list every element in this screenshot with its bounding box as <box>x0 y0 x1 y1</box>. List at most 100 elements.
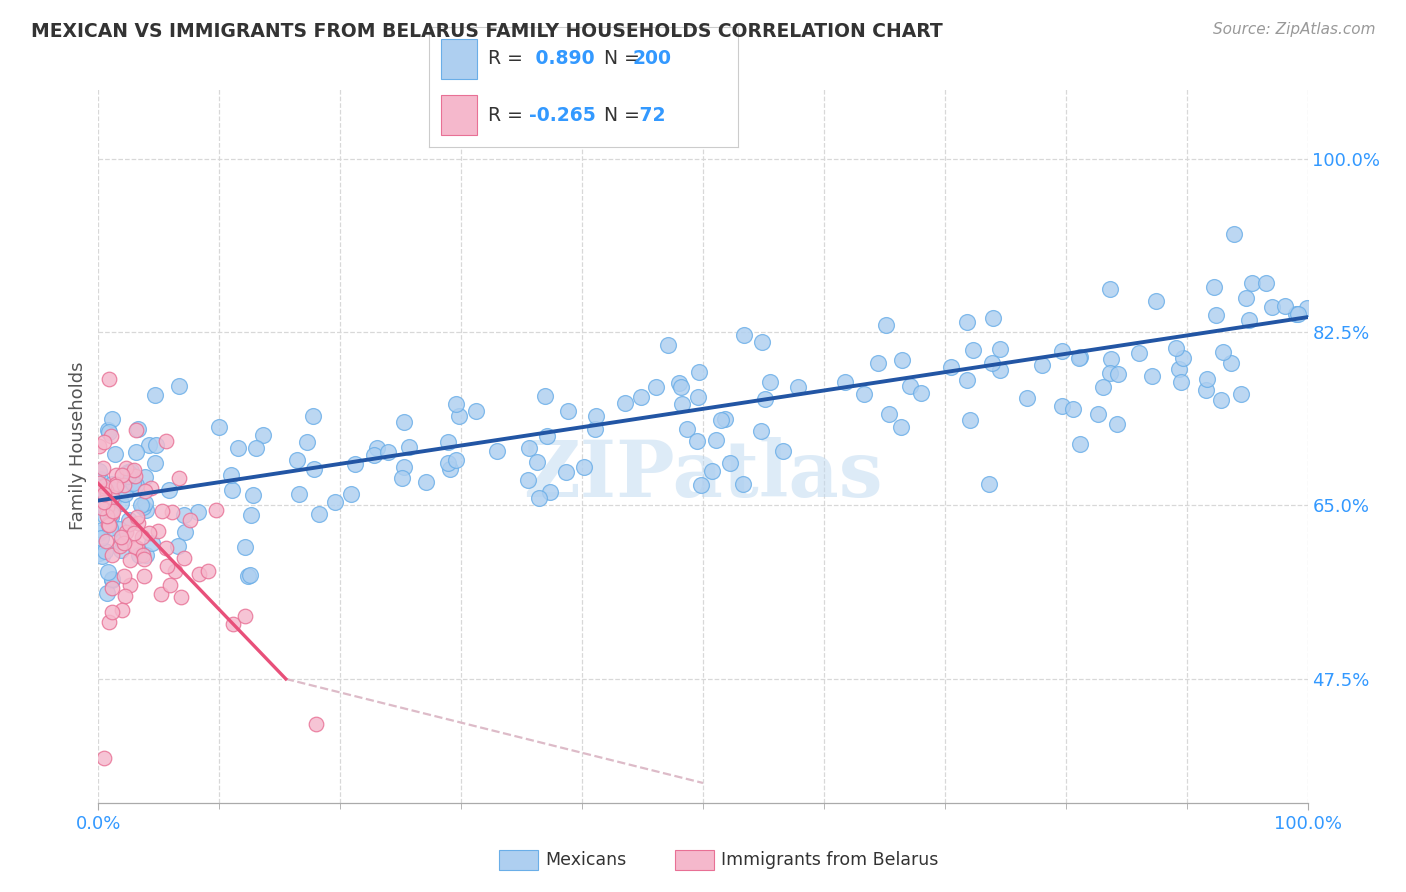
Point <box>111 468 134 483</box>
Text: N =: N = <box>603 49 640 68</box>
Point <box>170 590 193 604</box>
Point <box>557 403 579 417</box>
Point <box>956 315 979 329</box>
Point <box>91 501 114 516</box>
Point <box>101 412 124 426</box>
Point <box>117 469 139 483</box>
Point <box>125 541 148 555</box>
Point <box>988 363 1011 377</box>
Point <box>486 443 509 458</box>
Point <box>529 491 551 505</box>
Point <box>302 409 325 423</box>
Point <box>239 568 262 582</box>
Point <box>150 587 173 601</box>
Point <box>208 420 231 434</box>
Point <box>114 487 136 501</box>
Point <box>110 542 132 557</box>
Point <box>93 486 115 500</box>
Point <box>93 751 115 765</box>
Point <box>877 407 900 421</box>
Point <box>875 318 897 332</box>
Point <box>398 440 420 454</box>
Bar <box>441 38 477 78</box>
Point <box>187 567 209 582</box>
Point <box>834 375 856 389</box>
Point <box>114 569 136 583</box>
Point <box>98 615 121 629</box>
Point <box>1237 313 1260 327</box>
Point <box>1168 362 1191 376</box>
Point <box>97 516 120 530</box>
Point <box>415 475 437 489</box>
Point <box>536 429 558 443</box>
Point <box>1052 400 1074 414</box>
Point <box>143 456 166 470</box>
Point <box>1230 387 1253 401</box>
Point <box>96 585 118 599</box>
Point <box>87 464 110 478</box>
Point <box>1069 437 1091 451</box>
Point <box>156 559 179 574</box>
Point <box>167 539 190 553</box>
Point <box>671 396 693 410</box>
Point <box>98 518 121 533</box>
Point <box>98 521 121 535</box>
Point <box>688 365 710 379</box>
Point <box>179 513 201 527</box>
Point <box>1236 291 1258 305</box>
Point <box>1144 293 1167 308</box>
Point <box>173 508 195 523</box>
Point <box>97 371 120 385</box>
Point <box>583 422 606 436</box>
Point <box>1286 307 1309 321</box>
Point <box>1211 392 1233 407</box>
Point <box>122 462 145 476</box>
Point <box>394 415 416 429</box>
Point <box>1105 417 1128 431</box>
Text: R =: R = <box>488 49 529 68</box>
Point <box>127 422 149 436</box>
Point <box>104 467 127 482</box>
Point <box>93 484 115 499</box>
Point <box>118 466 141 480</box>
Point <box>366 441 388 455</box>
Point <box>131 530 153 544</box>
Point <box>141 536 163 550</box>
Text: 0.890: 0.890 <box>529 49 595 68</box>
Point <box>146 524 169 539</box>
Point <box>1204 280 1226 294</box>
Point <box>377 445 399 459</box>
Point <box>110 530 132 544</box>
Point <box>101 500 124 515</box>
Point <box>981 355 1004 369</box>
Point <box>89 475 111 490</box>
Point <box>288 486 311 500</box>
Point <box>97 423 120 437</box>
Point <box>100 429 122 443</box>
Point <box>1164 341 1187 355</box>
Point <box>323 495 346 509</box>
Point <box>128 549 150 563</box>
Point <box>555 465 578 479</box>
Point <box>105 477 128 491</box>
Point <box>97 425 120 439</box>
Point <box>295 435 318 450</box>
Point <box>118 578 141 592</box>
Point <box>910 385 932 400</box>
Point <box>96 509 118 524</box>
Text: Mexicans: Mexicans <box>546 851 627 869</box>
Point <box>305 716 328 731</box>
Point <box>101 503 124 517</box>
Point <box>103 491 125 505</box>
Point <box>124 469 146 483</box>
Point <box>689 478 711 492</box>
Point <box>391 471 413 485</box>
Point <box>118 517 141 532</box>
Point <box>94 500 117 514</box>
Point <box>308 507 330 521</box>
Point <box>108 522 131 536</box>
Point <box>979 476 1001 491</box>
Point <box>751 424 773 438</box>
Point <box>238 569 260 583</box>
Point <box>1219 356 1241 370</box>
